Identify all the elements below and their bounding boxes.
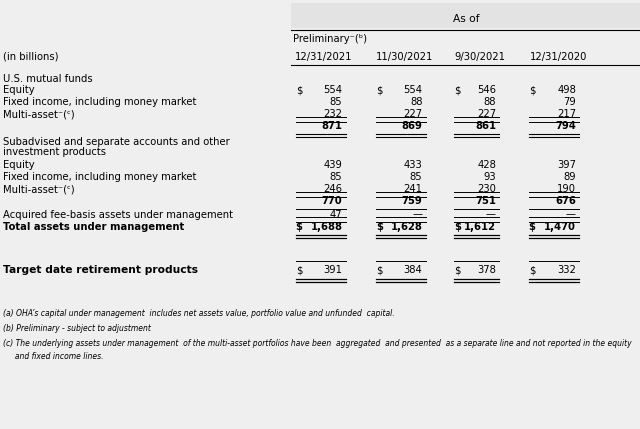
Text: 794: 794 <box>555 121 576 131</box>
Text: 498: 498 <box>557 85 576 95</box>
Text: Acquired fee-basis assets under management: Acquired fee-basis assets under manageme… <box>3 209 233 220</box>
Text: investment products: investment products <box>3 147 106 157</box>
Text: 12/31/2021: 12/31/2021 <box>294 51 352 62</box>
Text: 85: 85 <box>410 172 422 182</box>
Text: 232: 232 <box>323 109 342 119</box>
Text: Preliminary⁻(ᵇ): Preliminary⁻(ᵇ) <box>293 33 367 44</box>
Text: $: $ <box>376 265 383 275</box>
Text: 871: 871 <box>321 121 342 131</box>
Text: 378: 378 <box>477 265 496 275</box>
Text: 391: 391 <box>323 265 342 275</box>
Text: $: $ <box>454 85 461 95</box>
Text: Total assets under management: Total assets under management <box>3 221 184 232</box>
Text: (in billions): (in billions) <box>3 51 59 62</box>
Text: 1,628: 1,628 <box>390 221 422 232</box>
Text: 93: 93 <box>483 172 496 182</box>
Text: Multi-asset⁻(ᶜ): Multi-asset⁻(ᶜ) <box>3 184 75 194</box>
Text: 1,612: 1,612 <box>464 221 496 232</box>
Bar <box>291 3 640 28</box>
Text: U.S. mutual funds: U.S. mutual funds <box>3 74 93 85</box>
Text: 428: 428 <box>477 160 496 170</box>
Text: Subadvised and separate accounts and other: Subadvised and separate accounts and oth… <box>3 136 230 147</box>
Text: As of: As of <box>452 14 479 24</box>
Text: 554: 554 <box>403 85 422 95</box>
Text: 554: 554 <box>323 85 342 95</box>
Text: Equity: Equity <box>3 85 35 95</box>
Text: 546: 546 <box>477 85 496 95</box>
Text: 12/31/2020: 12/31/2020 <box>530 51 588 62</box>
Text: $: $ <box>529 85 535 95</box>
Text: —: — <box>566 209 576 220</box>
Text: Fixed income, including money market: Fixed income, including money market <box>3 172 196 182</box>
Text: Fixed income, including money market: Fixed income, including money market <box>3 97 196 107</box>
Text: $: $ <box>296 221 303 232</box>
Text: 246: 246 <box>323 184 342 194</box>
Text: 384: 384 <box>404 265 422 275</box>
Text: $: $ <box>376 221 383 232</box>
Text: 88: 88 <box>483 97 496 107</box>
Text: $: $ <box>454 221 461 232</box>
Text: 230: 230 <box>477 184 496 194</box>
Text: Equity: Equity <box>3 160 35 170</box>
Text: 241: 241 <box>403 184 422 194</box>
Text: 751: 751 <box>475 196 496 206</box>
Text: 9/30/2021: 9/30/2021 <box>454 51 506 62</box>
Text: 332: 332 <box>557 265 576 275</box>
Text: 85: 85 <box>330 97 342 107</box>
Text: $: $ <box>454 265 461 275</box>
Text: 861: 861 <box>475 121 496 131</box>
Text: (a) OHA’s capital under management  includes net assets value, portfolio value a: (a) OHA’s capital under management inclu… <box>3 309 395 317</box>
Text: 79: 79 <box>563 97 576 107</box>
Text: $: $ <box>529 221 536 232</box>
Text: Target date retirement products: Target date retirement products <box>3 265 198 275</box>
Text: (c) The underlying assets under management  of the multi-asset portfolios have b: (c) The underlying assets under manageme… <box>3 339 632 347</box>
Text: 190: 190 <box>557 184 576 194</box>
Text: 439: 439 <box>324 160 342 170</box>
Text: 227: 227 <box>477 109 496 119</box>
Text: 1,470: 1,470 <box>544 221 576 232</box>
Text: 217: 217 <box>557 109 576 119</box>
Text: —: — <box>486 209 496 220</box>
Text: $: $ <box>376 85 383 95</box>
Text: 47: 47 <box>330 209 342 220</box>
Text: 433: 433 <box>404 160 422 170</box>
Text: 869: 869 <box>401 121 422 131</box>
Text: 89: 89 <box>563 172 576 182</box>
Text: 88: 88 <box>410 97 422 107</box>
Text: 397: 397 <box>557 160 576 170</box>
Text: 227: 227 <box>403 109 422 119</box>
Text: $: $ <box>529 265 535 275</box>
Text: 85: 85 <box>330 172 342 182</box>
Text: 676: 676 <box>555 196 576 206</box>
Text: 1,688: 1,688 <box>310 221 342 232</box>
Text: 770: 770 <box>322 196 342 206</box>
Text: and fixed income lines.: and fixed income lines. <box>3 352 104 360</box>
Text: $: $ <box>296 265 302 275</box>
Text: 11/30/2021: 11/30/2021 <box>376 51 433 62</box>
Text: $: $ <box>296 85 302 95</box>
Text: Multi-asset⁻(ᶜ): Multi-asset⁻(ᶜ) <box>3 109 75 119</box>
Text: (b) Preliminary - subject to adjustment: (b) Preliminary - subject to adjustment <box>3 324 151 332</box>
Text: 759: 759 <box>402 196 422 206</box>
Text: —: — <box>412 209 422 220</box>
